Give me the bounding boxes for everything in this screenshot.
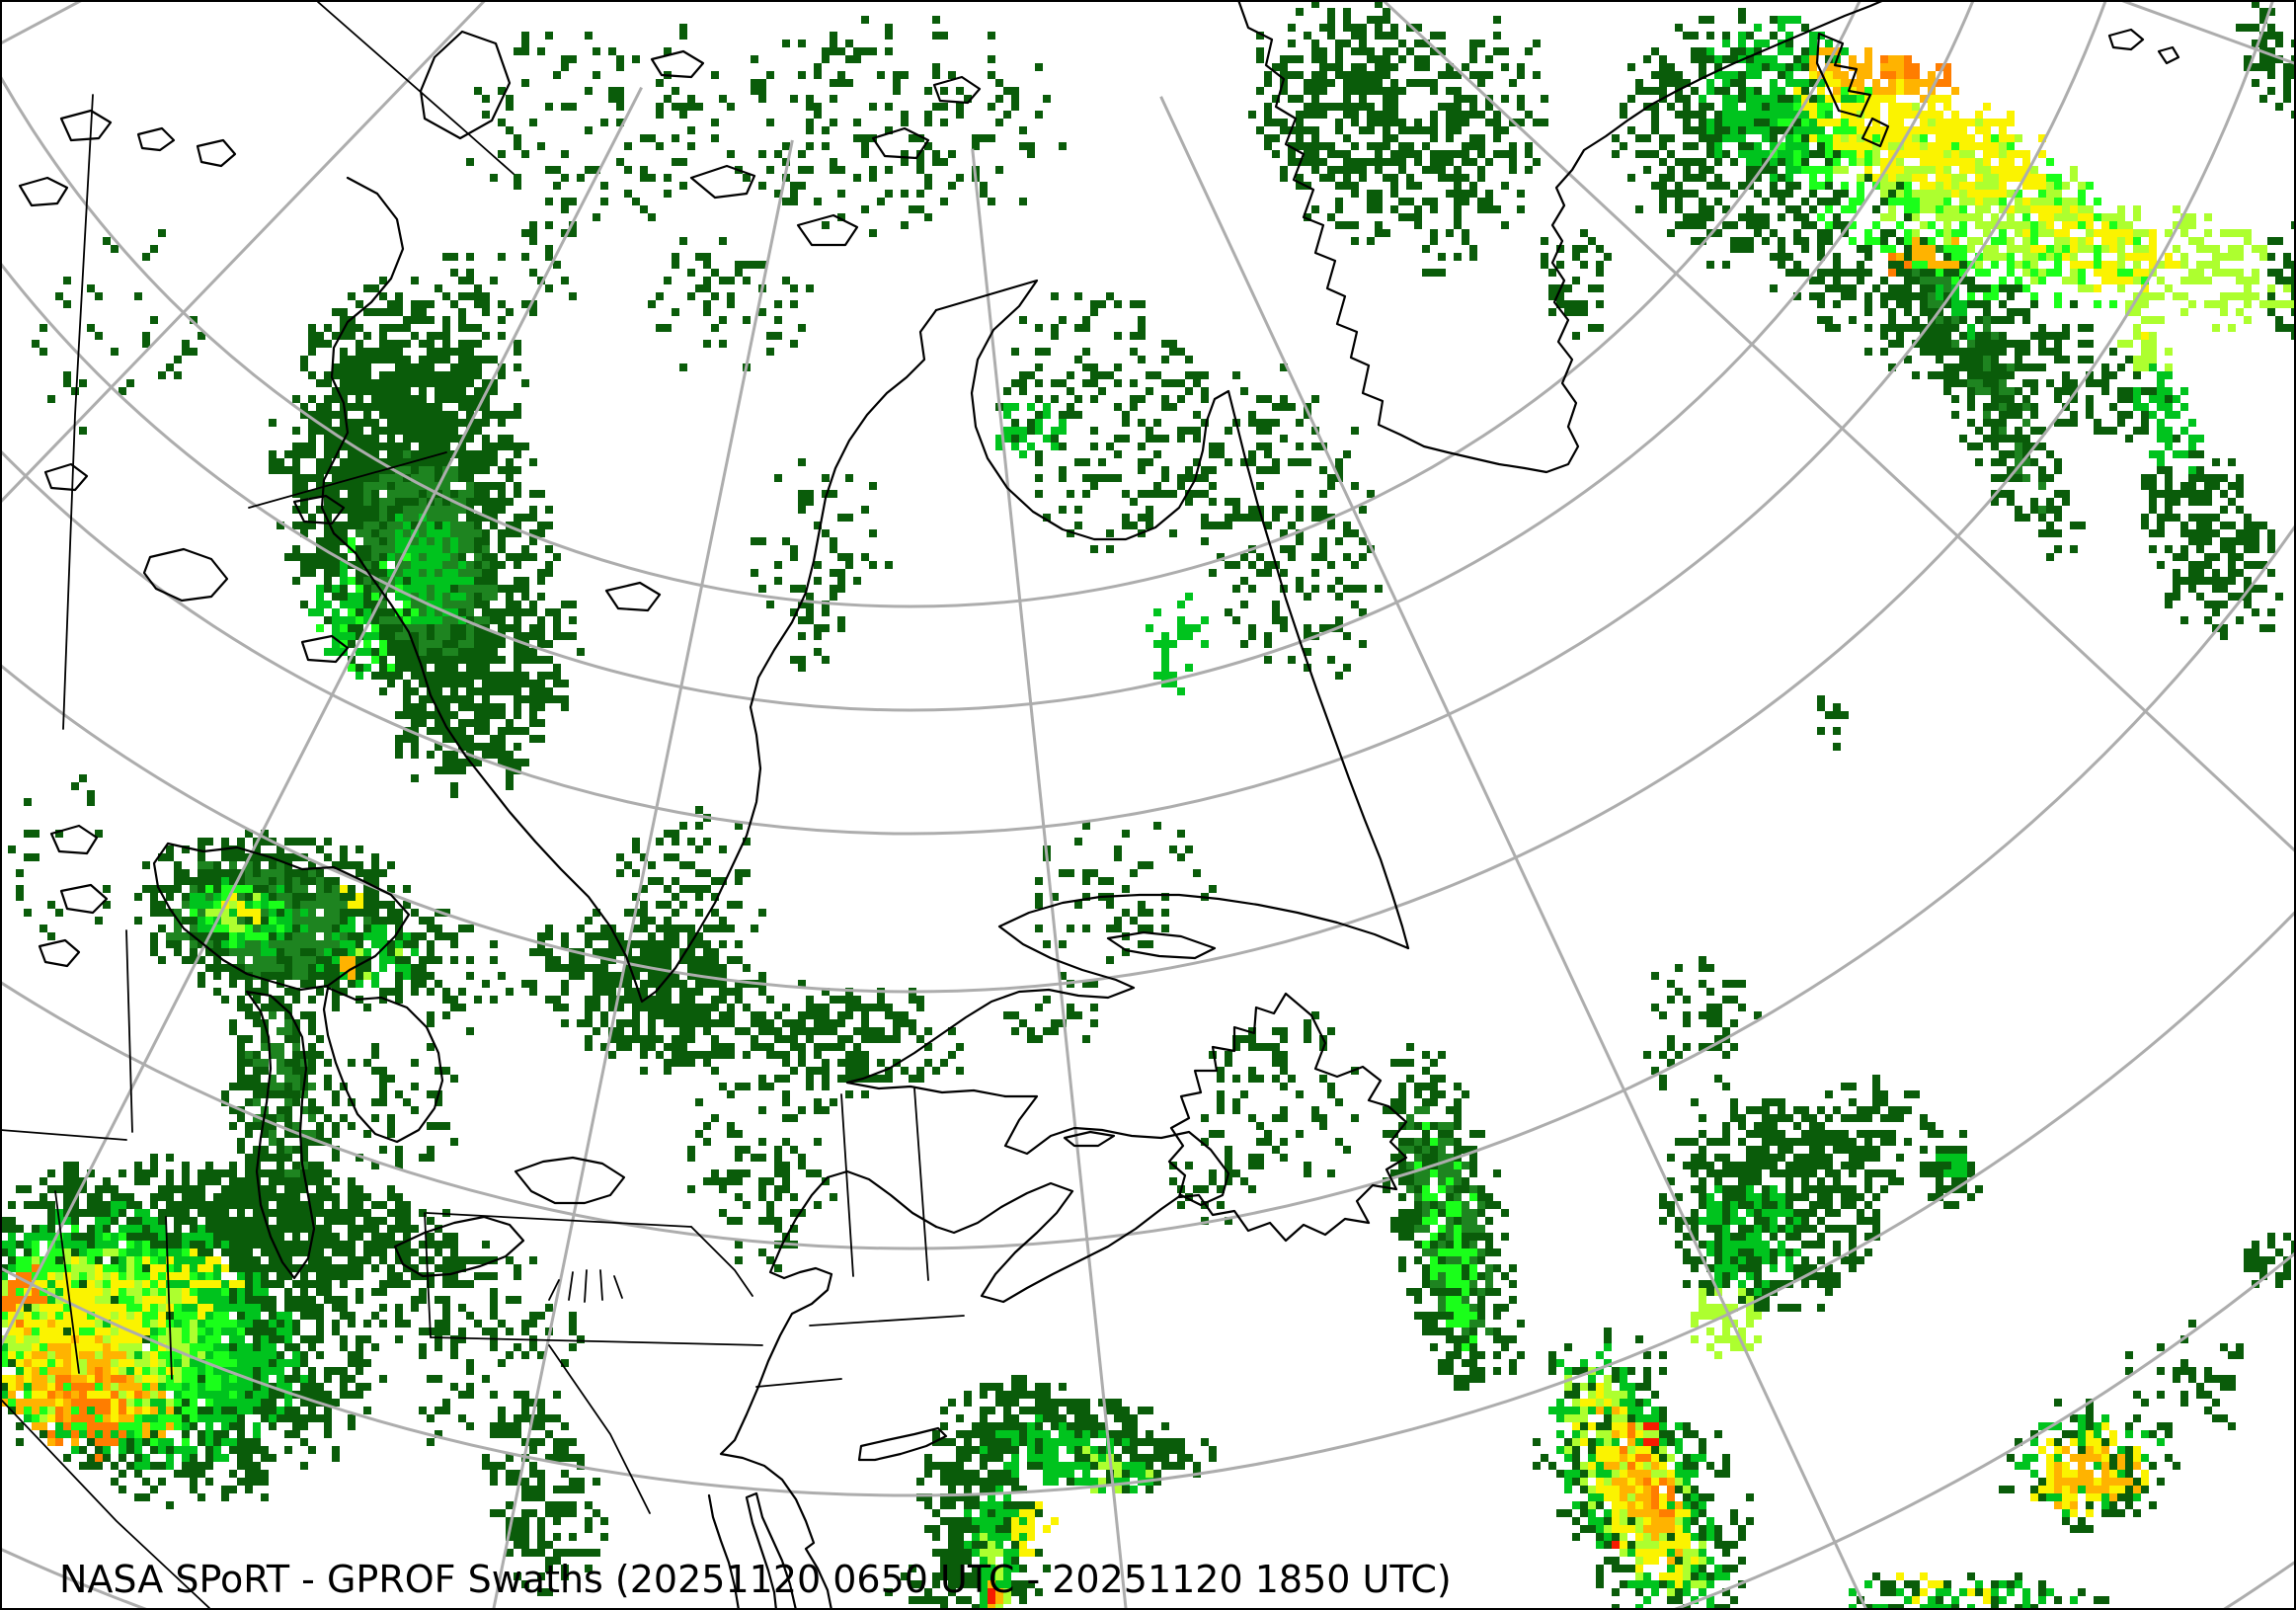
map-title-caption: NASA SPoRT - GPROF Swaths (20251120 0650… <box>59 1558 1452 1601</box>
coastlines <box>18 2 2180 1608</box>
political-borders <box>2 2 965 1608</box>
